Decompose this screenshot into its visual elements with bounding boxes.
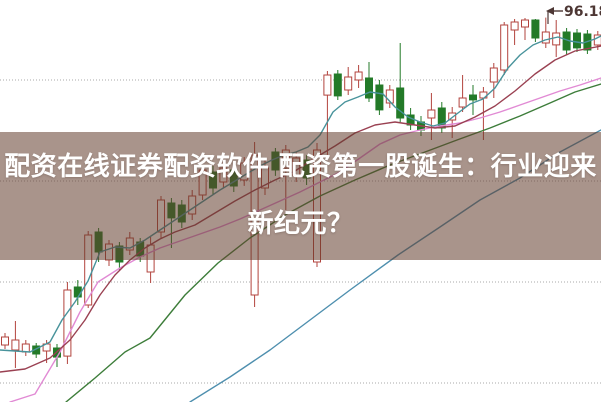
candle-body-up bbox=[344, 76, 353, 91]
candle-body-down bbox=[375, 84, 384, 111]
candle-body-up bbox=[489, 67, 498, 83]
candle-body-up bbox=[21, 343, 30, 353]
candle-body-up bbox=[541, 31, 550, 44]
candle-body-down bbox=[333, 73, 342, 97]
high-annotation: 96.18 bbox=[546, 4, 601, 24]
candle-body-down bbox=[573, 32, 581, 49]
candle-body-up bbox=[323, 74, 332, 96]
candle-body-down bbox=[531, 19, 540, 39]
candle-body-up bbox=[385, 89, 394, 104]
candle-body-down bbox=[73, 286, 82, 298]
price-high-label: 96.18 bbox=[564, 4, 601, 20]
candle-body-up bbox=[458, 97, 467, 108]
candle-body-up bbox=[11, 339, 20, 351]
candle-body-up bbox=[63, 289, 72, 357]
candle-body-up bbox=[427, 109, 436, 119]
candle-body-up bbox=[521, 19, 529, 28]
candle-body-down bbox=[469, 94, 477, 101]
high-arrow-head bbox=[546, 7, 554, 15]
candle-body-up bbox=[552, 32, 561, 46]
candle-body-up bbox=[448, 112, 457, 121]
candle-body-down bbox=[365, 77, 373, 99]
candle-body-up bbox=[510, 21, 519, 31]
candle-body-up bbox=[500, 24, 509, 71]
headline-line-2: 新纪元？ bbox=[247, 209, 354, 239]
headline-line-1: 配资在线证券配资软件 配资第一股诞生：行业迎来 bbox=[4, 152, 597, 182]
candle-body-down bbox=[396, 87, 405, 119]
candle-body-up bbox=[1, 336, 9, 346]
headline-overlay: 配资在线证券配资软件 配资第一股诞生：行业迎来 新纪元？ bbox=[0, 132, 601, 260]
candle-body-up bbox=[354, 71, 363, 81]
candle-body-up bbox=[593, 34, 601, 46]
